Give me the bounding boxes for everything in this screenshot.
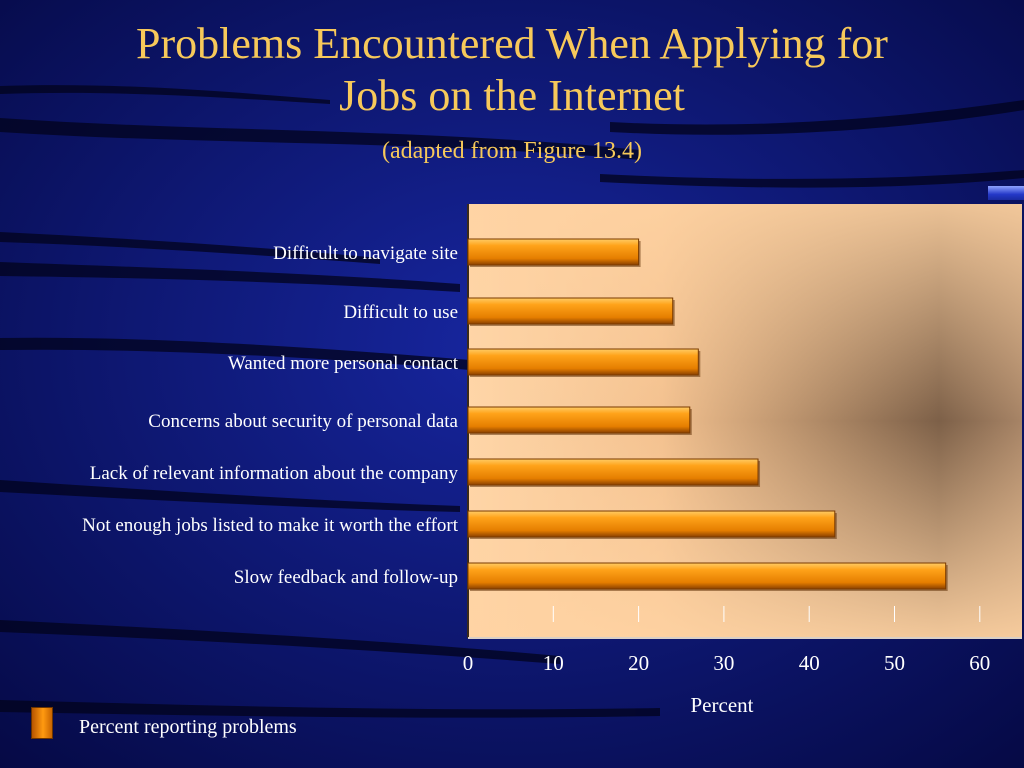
x-tick-label: 0 [463,651,474,675]
title-line-2: Jobs on the Internet [339,71,685,120]
chart-title: Problems Encountered When Applying for J… [0,18,1024,122]
bar [467,406,691,434]
bar [467,458,759,486]
x-axis-label: Percent [691,693,754,717]
x-tick-label: 30 [713,651,734,675]
bar [467,238,640,266]
category-label: Wanted more personal contact [228,353,459,374]
bar-chart: Difficult to navigate site Difficult to u… [82,204,1022,717]
category-label: Lack of relevant information about the c… [90,463,459,484]
title-line-1: Problems Encountered When Applying for [136,19,888,68]
x-tick-label: 20 [628,651,649,675]
category-label: Concerns about security of personal data [148,411,458,432]
legend-label: Percent reporting problems [79,716,297,738]
bar [467,510,836,538]
chart-subtitle: (adapted from Figure 13.4) [382,138,642,164]
category-label: Difficult to navigate site [273,243,458,264]
legend-swatch [31,707,53,739]
category-label: Difficult to use [343,302,458,323]
bar [467,562,947,590]
x-tick-label: 40 [799,651,820,675]
bar [467,348,699,376]
decorative-accent-bar [988,186,1024,200]
bar [467,297,674,325]
x-tick-label: 60 [969,651,990,675]
category-label: Slow feedback and follow-up [234,567,458,588]
x-tick-label: 10 [543,651,564,675]
x-tick-label: 50 [884,651,905,675]
category-label: Not enough jobs listed to make it worth … [82,515,459,536]
